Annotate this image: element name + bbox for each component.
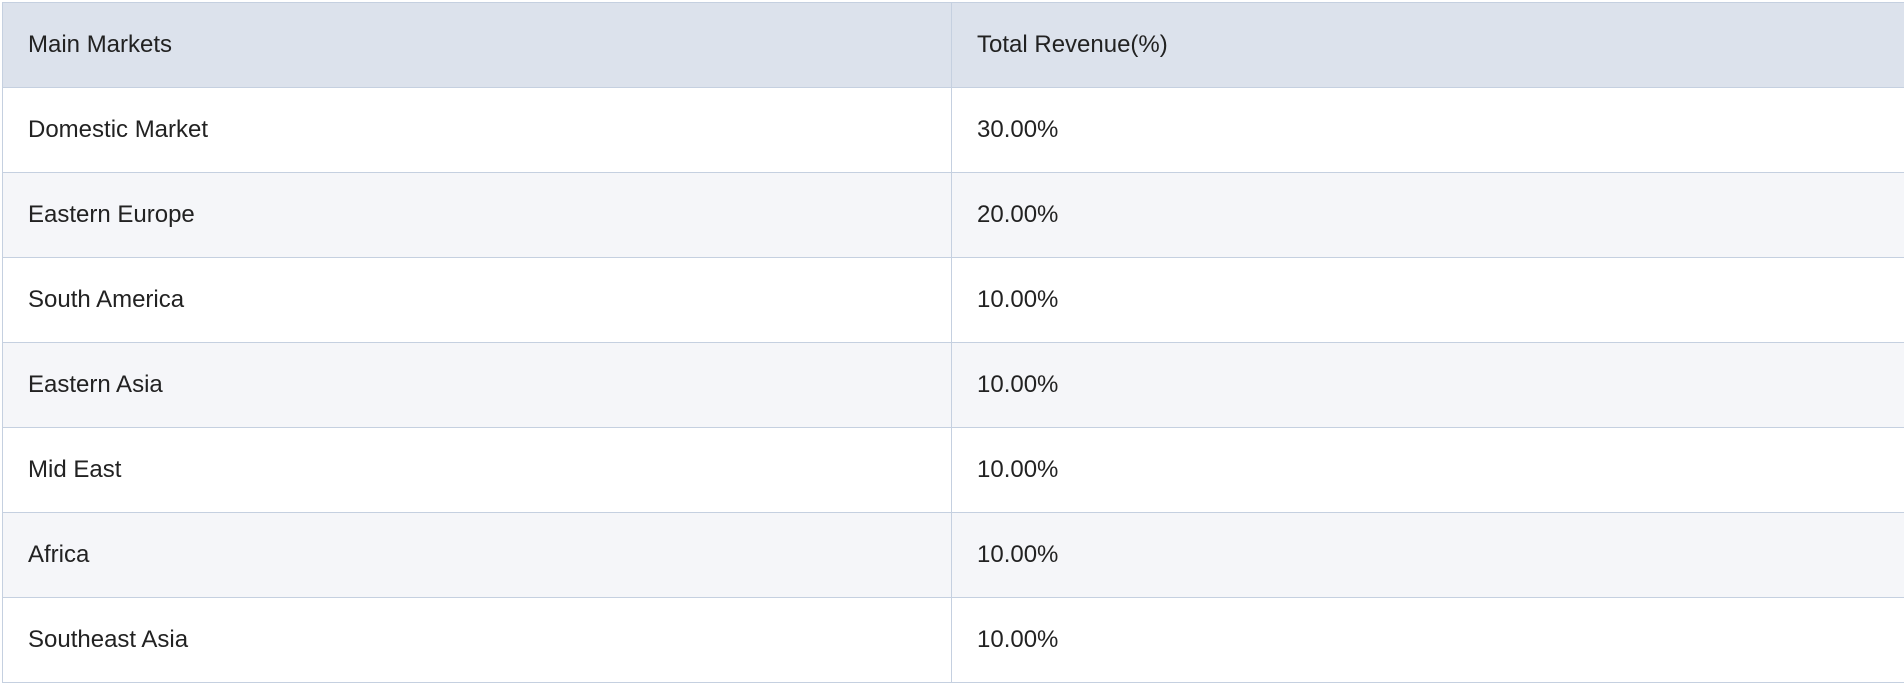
market-cell: Southeast Asia — [2, 597, 952, 683]
table-row: Southeast Asia 10.00% — [2, 597, 1904, 683]
market-cell: Mid East — [2, 427, 952, 513]
revenue-cell: 10.00% — [951, 342, 1904, 428]
table-row: Africa 10.00% — [2, 512, 1904, 598]
market-cell: Domestic Market — [2, 87, 952, 173]
table-row: South America 10.00% — [2, 257, 1904, 343]
revenue-cell: 10.00% — [951, 597, 1904, 683]
market-cell: Africa — [2, 512, 952, 598]
market-cell: Eastern Asia — [2, 342, 952, 428]
market-cell: South America — [2, 257, 952, 343]
header-total-revenue: Total Revenue(%) — [951, 2, 1904, 88]
table-row: Mid East 10.00% — [2, 427, 1904, 513]
markets-table-container: Main Markets Total Revenue(%) Domestic M… — [2, 2, 1904, 683]
markets-table: Main Markets Total Revenue(%) Domestic M… — [2, 2, 1904, 683]
table-row: Domestic Market 30.00% — [2, 87, 1904, 173]
header-main-markets: Main Markets — [2, 2, 952, 88]
revenue-cell: 10.00% — [951, 257, 1904, 343]
market-cell: Eastern Europe — [2, 172, 952, 258]
table-header-row: Main Markets Total Revenue(%) — [2, 2, 1904, 88]
revenue-cell: 10.00% — [951, 427, 1904, 513]
table-row: Eastern Europe 20.00% — [2, 172, 1904, 258]
revenue-cell: 30.00% — [951, 87, 1904, 173]
revenue-cell: 20.00% — [951, 172, 1904, 258]
revenue-cell: 10.00% — [951, 512, 1904, 598]
table-row: Eastern Asia 10.00% — [2, 342, 1904, 428]
